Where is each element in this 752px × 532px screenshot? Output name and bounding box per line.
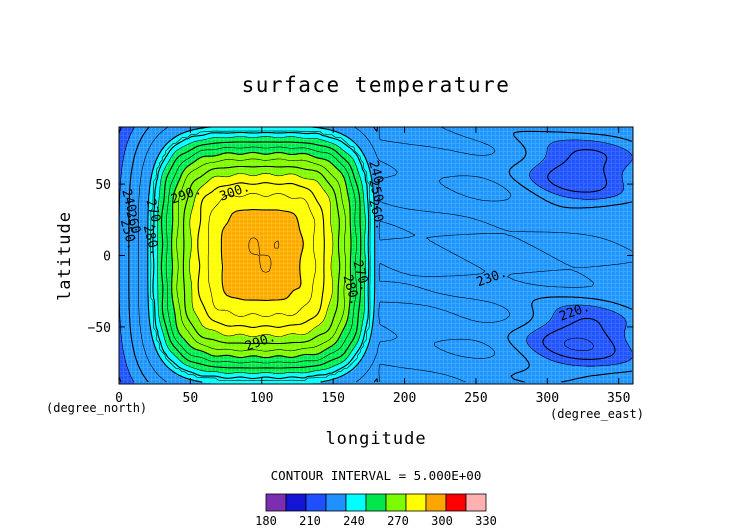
x-tick-label: 0: [115, 391, 123, 406]
x-axis-title: longitude: [325, 429, 426, 449]
contour-250: [152, 131, 370, 380]
contour-285: [189, 173, 334, 337]
y-tick-label: −50: [88, 321, 111, 336]
plot-area: 300.290.280.270.260.250.240.290.280.270.…: [88, 126, 634, 406]
temperature-field: [119, 127, 633, 384]
x-tick-label: 350: [607, 391, 630, 406]
contour-280: [182, 165, 341, 345]
contour-lines: [119, 127, 633, 383]
colorbar-swatch: [405, 493, 427, 512]
contour-275: [176, 158, 346, 352]
y-tick-label: 50: [95, 178, 111, 193]
colorbar-tick-label: 300: [431, 514, 453, 528]
x-tick-label: 250: [464, 391, 487, 406]
colorbar-tick-label: 330: [475, 514, 497, 528]
contour-interval-note: CONTOUR INTERVAL = 5.000E+00: [271, 468, 482, 483]
colorbar-tick-label: 270: [387, 514, 409, 528]
x-axis-ticks: 0 50 100 150 200 250 300 350: [115, 127, 630, 406]
contour-225: [119, 127, 633, 383]
contour-295: [207, 193, 317, 317]
x-tick-label: 200: [393, 391, 416, 406]
contour-215: [563, 337, 594, 351]
colorbar-tick-label: 210: [299, 514, 321, 528]
colorbar-tick-label: 240: [343, 514, 365, 528]
contour-245: [150, 130, 371, 381]
contour-270: [171, 151, 352, 359]
colorbar-swatch: [365, 493, 387, 512]
colorbar: 180 210 240 270 300 330: [255, 493, 497, 528]
contour-265: [165, 146, 357, 364]
colorbar-swatch: [305, 493, 327, 512]
colorbar-swatch: [385, 493, 407, 512]
y-tick-label: 0: [103, 250, 111, 265]
y-axis-unit: (degree_north): [46, 401, 147, 415]
colorbar-tick-label: 180: [255, 514, 277, 528]
colorbar-swatch: [285, 493, 307, 512]
contour-260: [160, 141, 362, 369]
colorbar-swatch: [465, 493, 487, 512]
contour-290: [197, 182, 325, 328]
contour-220: [119, 127, 616, 383]
colorbar-swatch: [325, 493, 347, 512]
x-tick-label: 100: [250, 391, 273, 406]
colorbar-swatch: [425, 493, 447, 512]
contour-305: [248, 237, 280, 273]
contour-240: [147, 127, 376, 383]
y-axis-ticks: −50 0 50: [88, 178, 633, 336]
contour-255: [157, 136, 366, 374]
contour-230: [128, 127, 633, 383]
y-axis-title: latitude: [55, 211, 75, 301]
x-tick-label: 300: [536, 391, 559, 406]
x-axis-unit: (degree_east): [550, 407, 644, 421]
contour-235: [138, 127, 633, 383]
x-tick-label: 150: [321, 391, 344, 406]
colorbar-swatch: [445, 493, 467, 512]
contour-300: [220, 209, 304, 301]
colorbar-swatch: [345, 493, 367, 512]
x-tick-label: 50: [183, 391, 199, 406]
chart-title: surface temperature: [242, 73, 511, 97]
colorbar-swatch: [265, 493, 287, 512]
